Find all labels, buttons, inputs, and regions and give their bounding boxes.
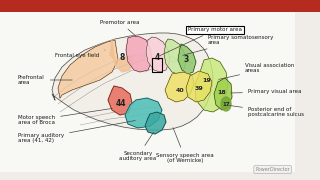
Ellipse shape (221, 97, 231, 111)
Text: 17: 17 (222, 102, 230, 107)
Polygon shape (178, 44, 196, 74)
Bar (152, 58, 162, 72)
Polygon shape (165, 72, 194, 102)
Text: Primary motor area: Primary motor area (159, 28, 242, 56)
Text: 4: 4 (154, 53, 160, 62)
Text: 40: 40 (176, 87, 184, 93)
Text: 39: 39 (195, 87, 204, 91)
Polygon shape (164, 39, 186, 74)
Polygon shape (146, 37, 170, 72)
Text: 3: 3 (183, 55, 188, 64)
Text: Frontal eye field: Frontal eye field (55, 50, 105, 57)
Text: Sensory speech area
(of Wernicke): Sensory speech area (of Wernicke) (156, 128, 214, 163)
Polygon shape (58, 40, 118, 98)
Text: 19: 19 (203, 78, 212, 82)
Polygon shape (145, 112, 166, 134)
Text: Visual association
areas: Visual association areas (219, 63, 294, 79)
Bar (0, 0, 320, 12)
Text: Secondary
auditory area: Secondary auditory area (119, 132, 156, 161)
Text: PowerDirector: PowerDirector (255, 167, 290, 172)
Polygon shape (195, 58, 228, 112)
Polygon shape (52, 33, 213, 130)
Text: Primary auditory
area (41, 42): Primary auditory area (41, 42) (18, 120, 135, 143)
Text: 44: 44 (116, 98, 126, 107)
Polygon shape (126, 36, 152, 72)
Text: Posterior end of
postcalcarine sulcus: Posterior end of postcalcarine sulcus (229, 105, 304, 117)
Polygon shape (110, 40, 132, 72)
Text: 18: 18 (218, 91, 226, 96)
Text: Motor speech
area of Broca: Motor speech area of Broca (18, 108, 112, 125)
Polygon shape (125, 98, 162, 128)
Text: Prefrontal
area: Prefrontal area (18, 75, 72, 85)
Text: 8: 8 (119, 53, 125, 62)
Text: Primary visual area: Primary visual area (231, 89, 301, 94)
Text: Premotor area: Premotor area (100, 19, 140, 36)
Polygon shape (214, 78, 232, 110)
Text: Primary somatosensory
area: Primary somatosensory area (183, 35, 273, 55)
Polygon shape (108, 86, 132, 115)
Polygon shape (186, 71, 212, 102)
